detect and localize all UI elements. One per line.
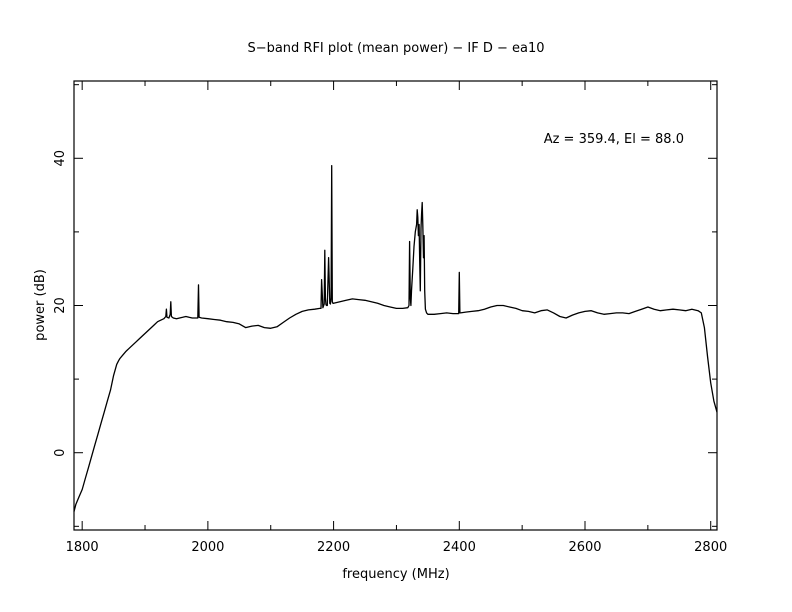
x-tick-labels: 1800 2000 2200 2400 2600 2800 xyxy=(66,540,728,555)
y-tick-label: 0 xyxy=(53,449,68,457)
x-tick-label: 2000 xyxy=(191,540,224,555)
x-tick-label: 1800 xyxy=(66,540,99,555)
x-tick-label: 2600 xyxy=(568,540,601,555)
x-tick-label: 2400 xyxy=(443,540,476,555)
az-el-annotation: Az = 359.4, El = 88.0 xyxy=(544,132,684,147)
y-axis-label: power (dB) xyxy=(33,269,48,341)
y-tick-label: 40 xyxy=(53,150,68,167)
x-axis-label: frequency (MHz) xyxy=(342,567,449,582)
power-series-line xyxy=(73,164,718,512)
y-tick-label: 20 xyxy=(53,297,68,314)
axis-ticks xyxy=(74,81,717,530)
y-tick-labels: 0 20 40 xyxy=(53,150,68,457)
x-tick-label: 2200 xyxy=(317,540,350,555)
chart-title: S−band RFI plot (mean power) − IF D − ea… xyxy=(247,41,544,56)
x-tick-label: 2800 xyxy=(694,540,727,555)
